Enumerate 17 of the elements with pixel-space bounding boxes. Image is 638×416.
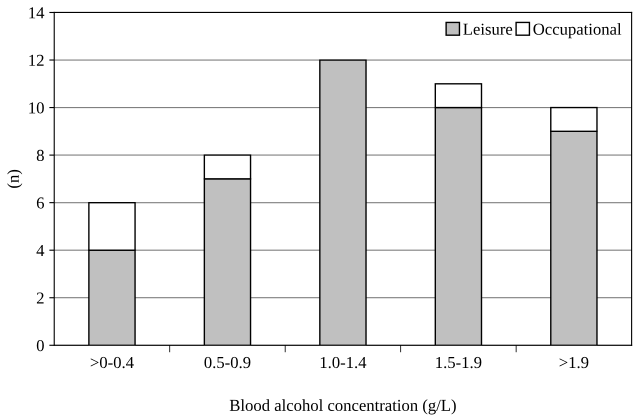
legend-label: Leisure — [463, 24, 512, 35]
y-tick-label: 10 — [29, 102, 44, 114]
y-tick-label: 0 — [36, 340, 44, 352]
x-tick-label: >0-0.4 — [90, 356, 134, 368]
x-axis-title: Blood alcohol concentration (g/L) — [230, 399, 456, 414]
x-tick-label: >1.9 — [560, 356, 588, 368]
y-tick-label: 6 — [36, 197, 44, 209]
x-tick-label: 1.0-1.4 — [320, 356, 366, 368]
x-tick-label: 0.5-0.9 — [204, 356, 250, 368]
y-axis-title: (n) — [7, 170, 22, 188]
y-tick-label: 2 — [36, 292, 44, 304]
y-tick-label: 14 — [29, 7, 44, 18]
y-tick-label: 12 — [29, 54, 44, 66]
legend-label: Occupational — [533, 23, 622, 38]
y-tick-label: 4 — [36, 245, 44, 256]
x-tick-label: 1.5-1.9 — [436, 356, 482, 368]
y-tick-label: 8 — [36, 150, 44, 162]
